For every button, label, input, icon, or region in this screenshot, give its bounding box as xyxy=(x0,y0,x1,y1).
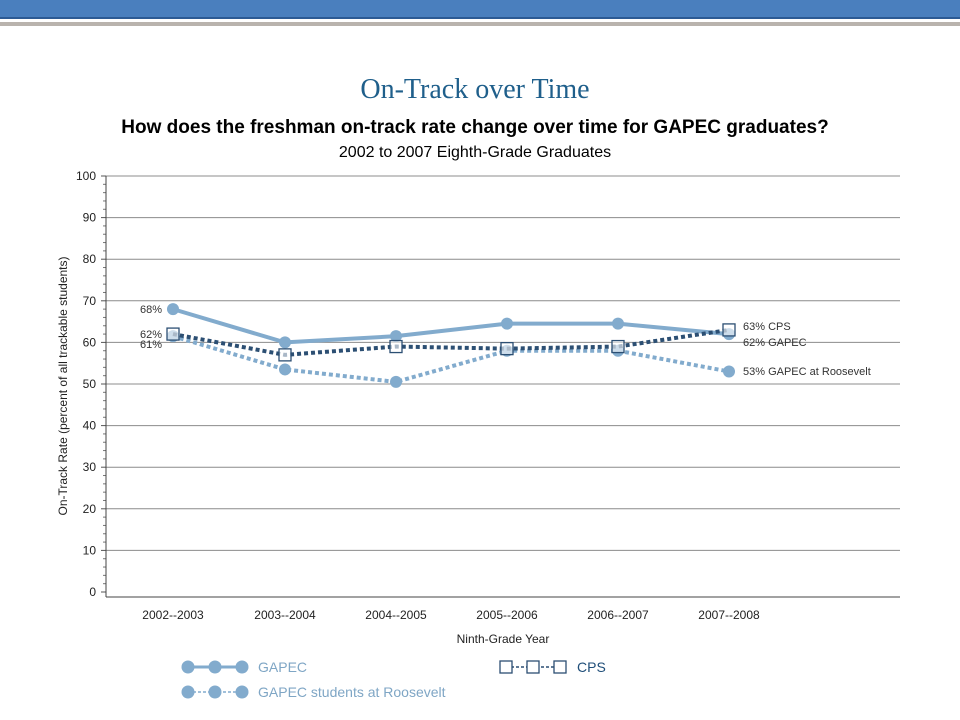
y-tick-label: 90 xyxy=(83,211,97,225)
header-rule xyxy=(0,22,960,26)
data-labels: 68% 62%61% 63% CPS 62% GAPEC 53% GAPEC at Ro… xyxy=(140,304,871,378)
legend-label-gapec: GAPEC xyxy=(258,659,307,675)
legend-marker-cps xyxy=(526,660,540,674)
y-tick-label: 50 xyxy=(83,377,97,391)
x-tick-label: 2002--2003 xyxy=(142,608,204,622)
legend-marker-gapec xyxy=(181,660,195,674)
legend-label-roosevelt: GAPEC students at Roosevelt xyxy=(258,684,446,700)
y-tick-label: 60 xyxy=(83,335,97,349)
end-label-cps: 63% CPS xyxy=(743,321,791,333)
y-tick-label: 0 xyxy=(89,585,96,599)
series-line-roosevelt xyxy=(172,334,730,384)
legend-marker-gapec xyxy=(208,660,222,674)
y-tick-label: 100 xyxy=(76,169,96,183)
end-label-gapec: 62% GAPEC xyxy=(743,337,807,349)
x-tick-label: 2003--2004 xyxy=(254,608,316,622)
x-tick-label: 2006--2007 xyxy=(587,608,649,622)
start-label-gapec: 68% xyxy=(140,304,162,316)
point-cps xyxy=(389,339,403,354)
x-tick-label: 2004--2005 xyxy=(365,608,427,622)
x-tick-label: 2005--2006 xyxy=(476,608,538,622)
start-label-cps: 62% xyxy=(140,329,162,341)
y-tick-label: 80 xyxy=(83,252,97,266)
y-tick-label: 10 xyxy=(83,543,97,557)
point-gapec xyxy=(612,317,624,330)
legend-marker-roosevelt xyxy=(208,685,222,699)
y-axis-title: On-Track Rate (percent of all trackable … xyxy=(56,257,70,516)
chart-title: How does the freshman on-track rate chan… xyxy=(121,117,828,138)
legend-marker-gapec xyxy=(235,660,249,674)
legend-marker-cps xyxy=(499,660,513,674)
point-gapec xyxy=(390,330,402,343)
point-gapec xyxy=(501,317,513,330)
axes: 0 10 20 30 40 50 60 70 80 90 100 2002--2003 2003--20… xyxy=(76,169,900,622)
legend-marker-roosevelt xyxy=(181,685,195,699)
y-tick-label: 30 xyxy=(83,460,97,474)
point-cps xyxy=(611,339,625,354)
point-gapec xyxy=(167,303,179,316)
point-roosevelt xyxy=(723,365,735,378)
y-tick-label: 20 xyxy=(83,502,97,516)
x-tick-label: 2007--2008 xyxy=(698,608,760,622)
point-roosevelt xyxy=(279,363,291,376)
series-line-cps xyxy=(172,327,730,357)
y-tick-label: 40 xyxy=(83,419,97,433)
series-line-gapec xyxy=(172,307,730,345)
x-axis-title: Ninth-Grade Year xyxy=(457,632,550,646)
legend-marker-cps xyxy=(553,660,567,674)
end-label-roosevelt: 53% GAPEC at Roosevelt xyxy=(743,366,871,378)
point-cps xyxy=(166,327,180,341)
start-label-roosevelt: 61% xyxy=(140,339,162,351)
point-roosevelt xyxy=(390,375,402,388)
point-cps xyxy=(722,323,736,337)
point-gapec xyxy=(279,336,291,349)
legend: GAPEC GAPEC students at Roosevelt CPS xyxy=(181,659,606,700)
slide-title: On-Track over Time xyxy=(360,74,590,105)
header-bar xyxy=(0,0,960,19)
grid xyxy=(106,175,900,551)
legend-marker-roosevelt xyxy=(235,685,249,699)
series-layer xyxy=(166,303,736,388)
chart-subtitle: 2002 to 2007 Eighth-Grade Graduates xyxy=(339,144,611,161)
y-tick-label: 70 xyxy=(83,294,97,308)
point-cps xyxy=(500,341,514,356)
point-cps xyxy=(278,348,292,362)
legend-label-cps: CPS xyxy=(577,659,606,675)
